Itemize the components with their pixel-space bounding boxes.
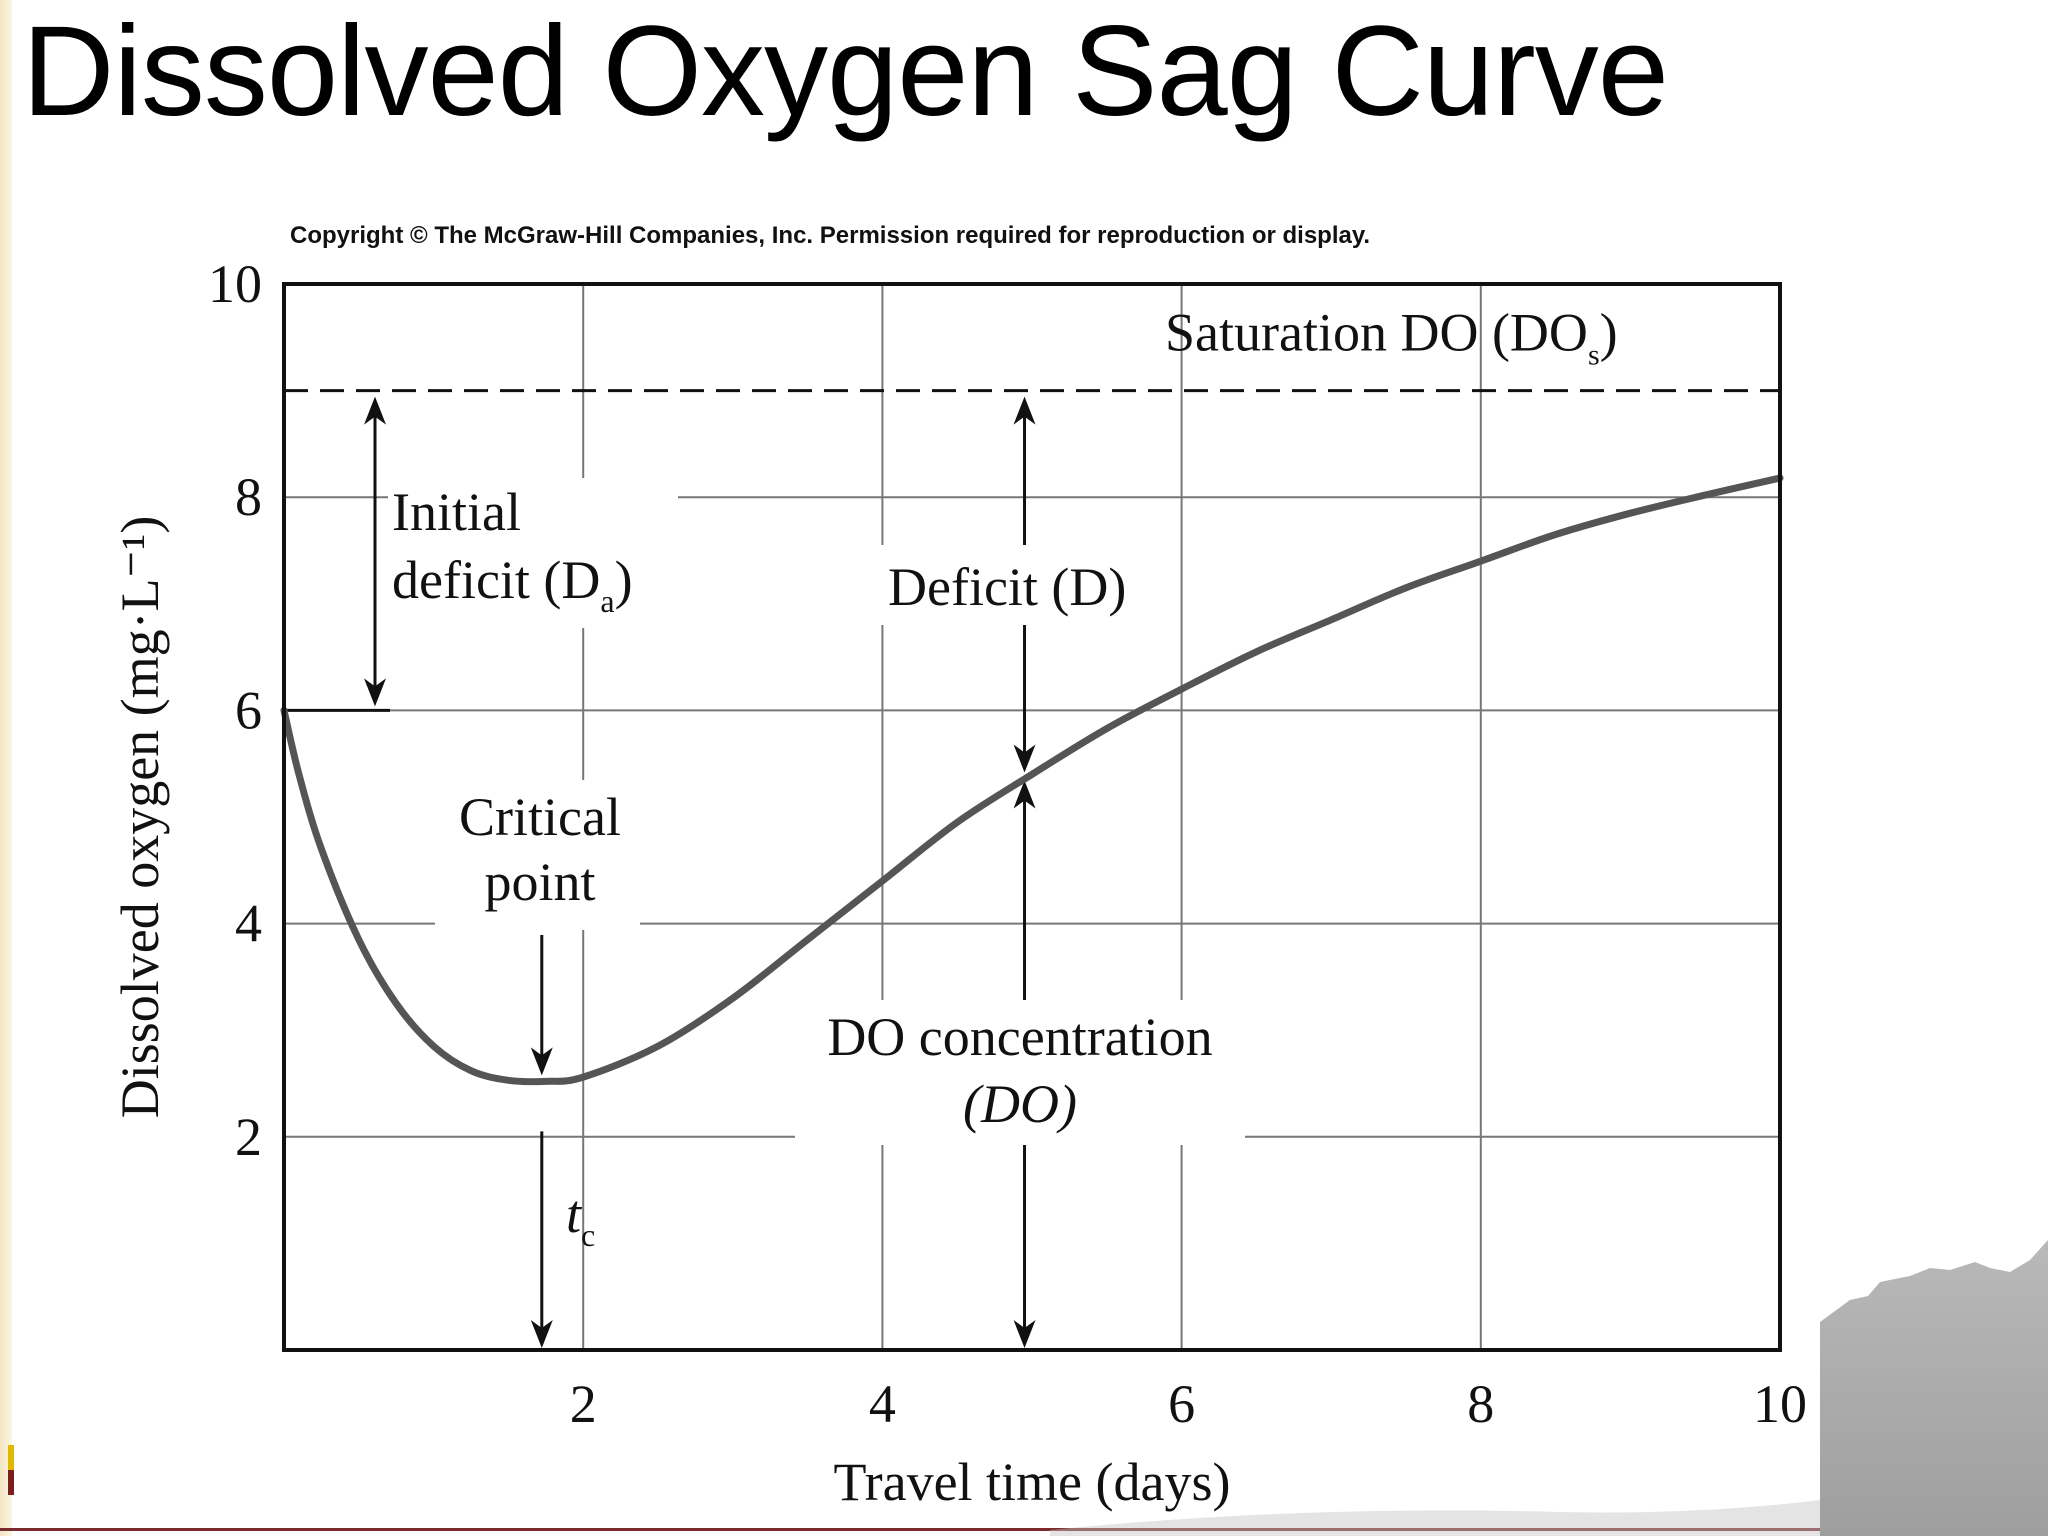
deficit-arrowhead-bottom [1013, 744, 1036, 773]
deficit-label: Deficit (D) [888, 557, 1126, 617]
saturation-do-label: Saturation DO (DOs) [1165, 303, 1618, 372]
do-concentration-label-line2: (DO) [963, 1074, 1077, 1134]
do-concentration-arrowhead-bottom [1013, 1320, 1036, 1348]
initial-deficit-arrowhead-top [364, 396, 386, 425]
y-tick-label: 2 [235, 1107, 262, 1167]
initial-deficit-arrowhead-bottom [364, 678, 386, 707]
x-tick-label: 6 [1168, 1374, 1195, 1434]
x-tick-label: 2 [570, 1374, 597, 1434]
slide-bottom-rule [0, 1528, 2048, 1531]
initial-deficit-label-line1: Initial [392, 482, 521, 542]
initial-deficit-label-bg [388, 478, 678, 628]
plot-frame [282, 282, 1782, 1352]
tc-arrowhead [530, 1320, 553, 1348]
tc-label: tc [566, 1184, 595, 1253]
critical-point-label-line1: Critical [459, 787, 621, 847]
x-axis-label: Travel time (days) [834, 1452, 1231, 1512]
do-concentration-arrowhead-top [1013, 780, 1036, 809]
deficit-arrowhead-top [1013, 396, 1036, 425]
y-tick-label: 8 [235, 467, 262, 527]
x-tick-label: 8 [1467, 1374, 1494, 1434]
do-sag-curve [280, 474, 1784, 1086]
critical-point-label-bg [435, 780, 640, 930]
slide-left-strip [0, 0, 12, 1536]
copyright-notice: Copyright © The McGraw-Hill Companies, I… [290, 222, 1371, 249]
do-concentration-label-bg [795, 1000, 1245, 1145]
critical-point-arrowhead [530, 1047, 553, 1076]
deficit-label-bg [880, 545, 1165, 625]
annotations: Initial deficit (Da) Deficit (D) DO concent… [284, 396, 1245, 1348]
initial-deficit-label-line2: deficit (Da) [392, 550, 633, 619]
y-tick-label: 10 [208, 254, 262, 314]
critical-point-label-line2: point [484, 852, 595, 912]
x-tick-label: 4 [869, 1374, 896, 1434]
y-tick-label: 4 [235, 894, 262, 954]
y-axis-label: Dissolved oxygen (mg·L⁻¹) [110, 516, 170, 1119]
do-concentration-label-line1: DO concentration [827, 1007, 1212, 1067]
tick-labels: 2 4 6 8 10 2 4 6 8 10 [208, 254, 1807, 1434]
slide-title: Dissolved Oxygen Sag Curve [22, 0, 1669, 143]
x-tick-label: 10 [1753, 1374, 1807, 1434]
slide-accent-mark-dark [8, 1470, 14, 1495]
y-tick-label: 6 [235, 680, 262, 740]
